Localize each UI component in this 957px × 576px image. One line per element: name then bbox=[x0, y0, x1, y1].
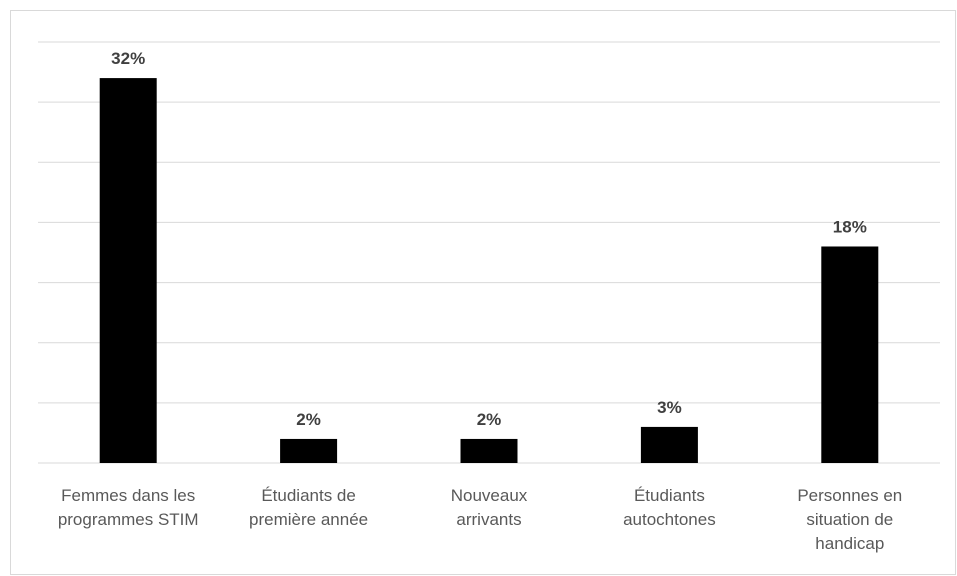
category-label-line: programmes STIM bbox=[58, 510, 199, 529]
category-label-line: Personnes en bbox=[797, 486, 902, 505]
category-label-line: Étudiants bbox=[634, 486, 705, 505]
data-label: 2% bbox=[477, 410, 502, 429]
bar bbox=[821, 246, 879, 463]
bar bbox=[640, 426, 698, 463]
category-label: Nouveaux arrivants bbox=[451, 486, 528, 529]
category-labels: Femmes dans les programmes STIM Étudiants … bbox=[58, 486, 902, 553]
category-label: Étudiants autochtones bbox=[623, 486, 716, 529]
bars bbox=[99, 78, 879, 463]
bar bbox=[99, 78, 157, 463]
category-label: Personnes en situation de handicap bbox=[797, 486, 902, 553]
chart-area: 32% 2% 2% 3% 18% Femmes dans les programmes S… bbox=[10, 10, 956, 575]
category-label-line: Nouveaux bbox=[451, 486, 528, 505]
category-label-line: Étudiants de bbox=[261, 486, 356, 505]
bar-chart: 32% 2% 2% 3% 18% Femmes dans les programmes S… bbox=[38, 41, 940, 553]
data-label: 32% bbox=[111, 49, 145, 68]
data-label: 2% bbox=[296, 410, 321, 429]
category-label-line: situation de bbox=[806, 510, 893, 529]
category-label-line: handicap bbox=[815, 534, 884, 553]
category-label-line: première année bbox=[249, 510, 368, 529]
gridlines bbox=[38, 41, 940, 464]
data-label: 18% bbox=[833, 217, 867, 236]
category-label: Étudiants de première année bbox=[249, 486, 368, 529]
bar bbox=[280, 438, 338, 463]
category-label-line: Femmes dans les bbox=[61, 486, 195, 505]
data-labels: 32% 2% 2% 3% 18% bbox=[111, 49, 867, 429]
bar bbox=[460, 438, 518, 463]
category-label-line: autochtones bbox=[623, 510, 716, 529]
data-label: 3% bbox=[657, 398, 682, 417]
category-label: Femmes dans les programmes STIM bbox=[58, 486, 199, 529]
category-label-line: arrivants bbox=[456, 510, 521, 529]
